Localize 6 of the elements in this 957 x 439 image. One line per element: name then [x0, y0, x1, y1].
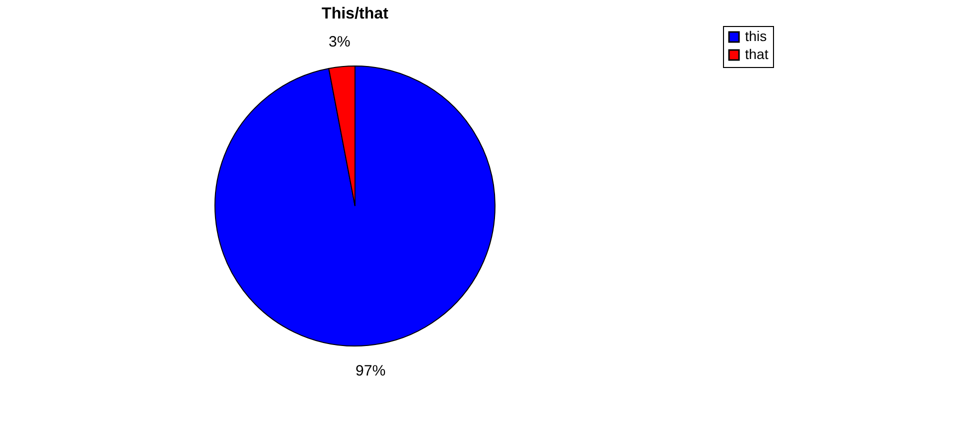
chart-title: This/that [322, 6, 389, 22]
pie-slice [214, 66, 496, 346]
legend-label: that [745, 46, 768, 62]
legend-label: this [745, 28, 767, 44]
data-label: 97% [356, 362, 386, 380]
data-label: 3% [328, 34, 350, 51]
